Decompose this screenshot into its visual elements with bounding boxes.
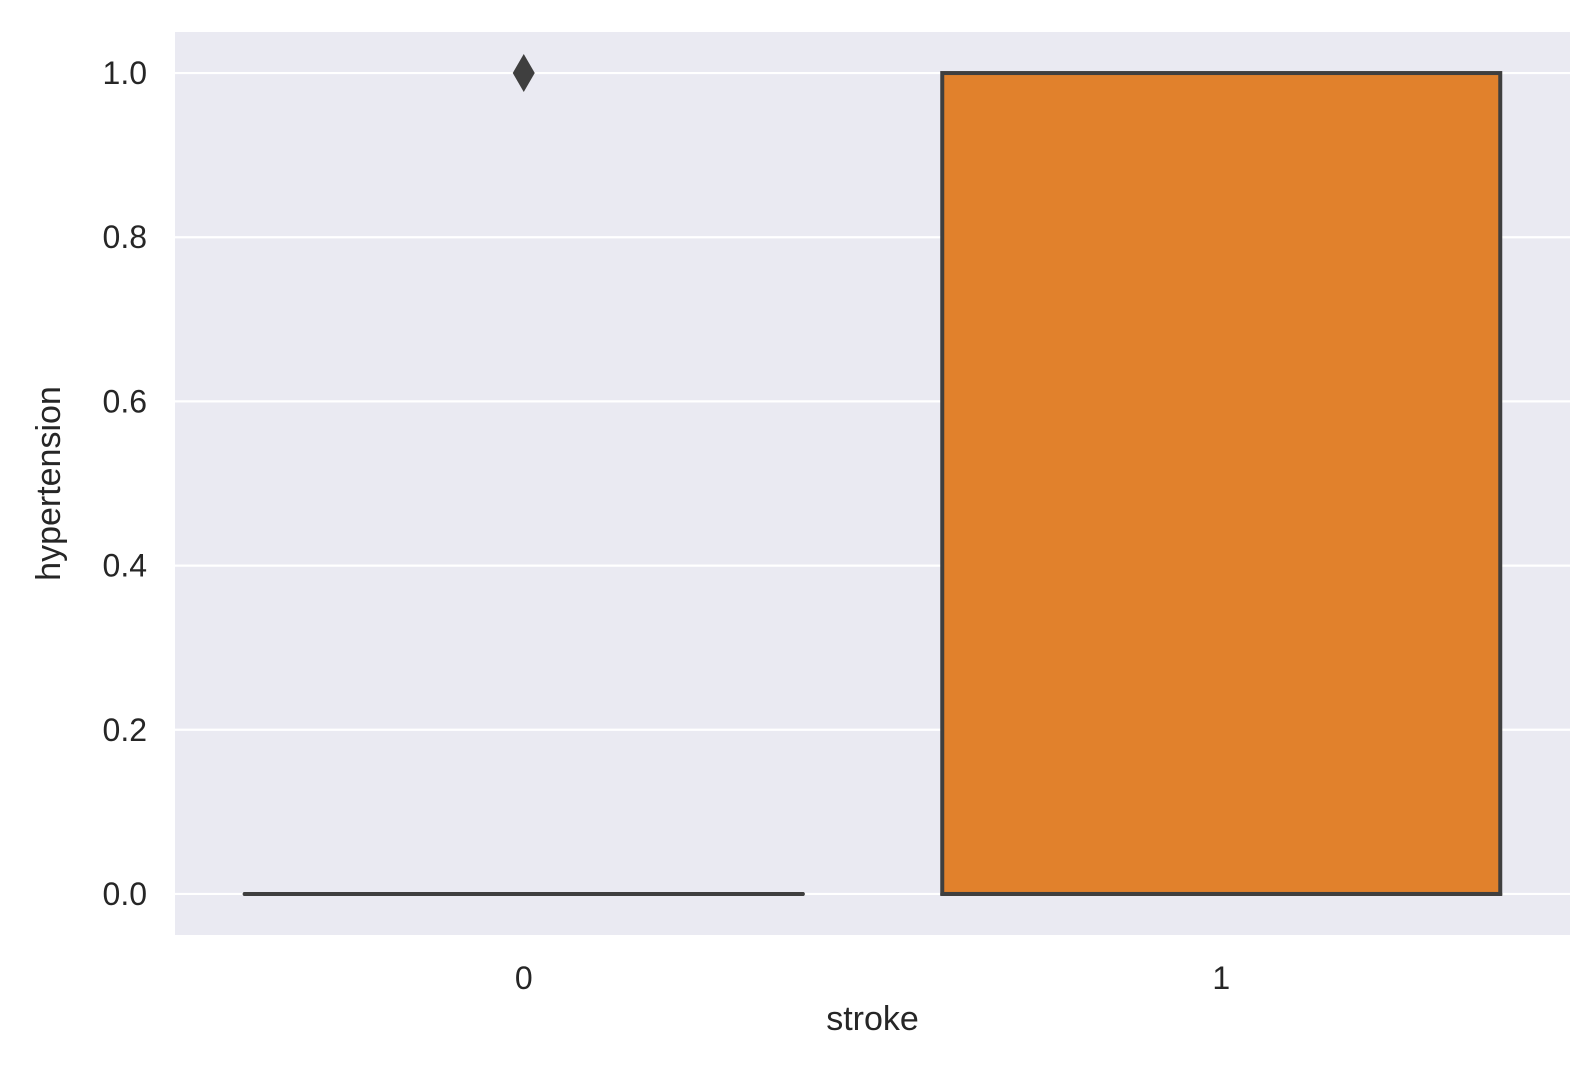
x-tick-label: 1 [1212,960,1230,996]
box-1 [940,71,1503,896]
y-tick-label: 0.0 [103,876,147,912]
y-tick-label: 1.0 [103,55,147,91]
y-tick-label: 0.8 [103,219,147,255]
box-0 [242,54,805,896]
y-tick-label: 0.4 [103,548,147,584]
outlier-point [512,54,535,93]
y-tick-label: 0.2 [103,712,147,748]
box-body [940,71,1503,896]
boxes [242,54,1503,896]
x-tick-label: 0 [515,960,533,996]
y-tick-label: 0.6 [103,383,147,419]
y-tick-labels: 0.0 0.2 0.4 0.6 0.8 1.0 [103,55,147,912]
x-axis-label: stroke [826,1000,919,1038]
y-axis-label: hypertension [30,386,68,581]
